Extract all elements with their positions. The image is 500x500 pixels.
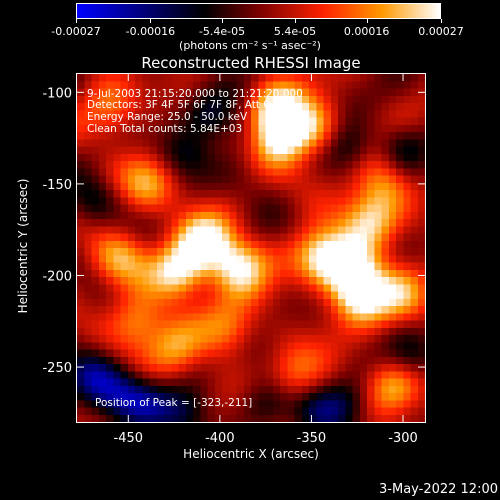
y-axis-label: Heliocentric Y (arcsec) bbox=[16, 178, 30, 314]
colorbar-tick-mark bbox=[295, 19, 296, 23]
colorbar-tick-label: 5.4e-05 bbox=[273, 25, 317, 38]
annotation-peak: Position of Peak = [-323,-211] bbox=[95, 397, 253, 409]
colorbar-tick-label: -0.00016 bbox=[125, 25, 176, 38]
colorbar-tick-mark bbox=[366, 19, 368, 23]
y-tick-label: -250 bbox=[42, 361, 72, 376]
colorbar-unit-label: (photons cm⁻² s⁻¹ asec⁻²) bbox=[179, 39, 321, 52]
colorbar-tick-label: -5.4e-05 bbox=[198, 25, 246, 38]
colorbar-tick-mark bbox=[150, 19, 152, 23]
annotation-detectors: Detectors: 3F 4F 5F 6F 7F 8F, Att 0 bbox=[87, 99, 271, 111]
colorbar-tick-label: -0.00027 bbox=[51, 25, 101, 38]
x-axis-label: Heliocentric X (arcsec) bbox=[183, 447, 319, 461]
colorbar-tick-label: 0.00027 bbox=[418, 25, 464, 38]
plot-area: 9-Jul-2003 21:15:20.000 to 21:21:20.000 … bbox=[76, 73, 426, 423]
heatmap-image bbox=[77, 74, 425, 422]
annotation-time: 9-Jul-2003 21:15:20.000 to 21:21:20.000 bbox=[87, 88, 303, 100]
annotation-clean: Clean Total counts: 5.84E+03 bbox=[87, 123, 243, 135]
x-tick-label: -450 bbox=[114, 431, 144, 446]
y-tick-label: -200 bbox=[42, 269, 72, 284]
footer-date: 3-May-2022 12:00 bbox=[379, 482, 498, 497]
x-tick-label: -300 bbox=[388, 431, 418, 446]
colorbar-tick-mark bbox=[222, 19, 223, 23]
colorbar-tick-label: 0.00016 bbox=[343, 25, 390, 38]
y-tick-label: -150 bbox=[42, 178, 72, 193]
chart-title: Reconstructed RHESSI Image bbox=[141, 54, 361, 72]
colorbar bbox=[76, 3, 441, 19]
y-tick-label: -100 bbox=[42, 86, 72, 101]
colorbar-tick-mark bbox=[441, 19, 442, 23]
colorbar-tick-mark bbox=[76, 19, 77, 23]
x-tick-label: -400 bbox=[205, 431, 235, 446]
annotation-energy: Energy Range: 25.0 - 50.0 keV bbox=[87, 111, 248, 123]
x-tick-label: -350 bbox=[297, 431, 327, 446]
